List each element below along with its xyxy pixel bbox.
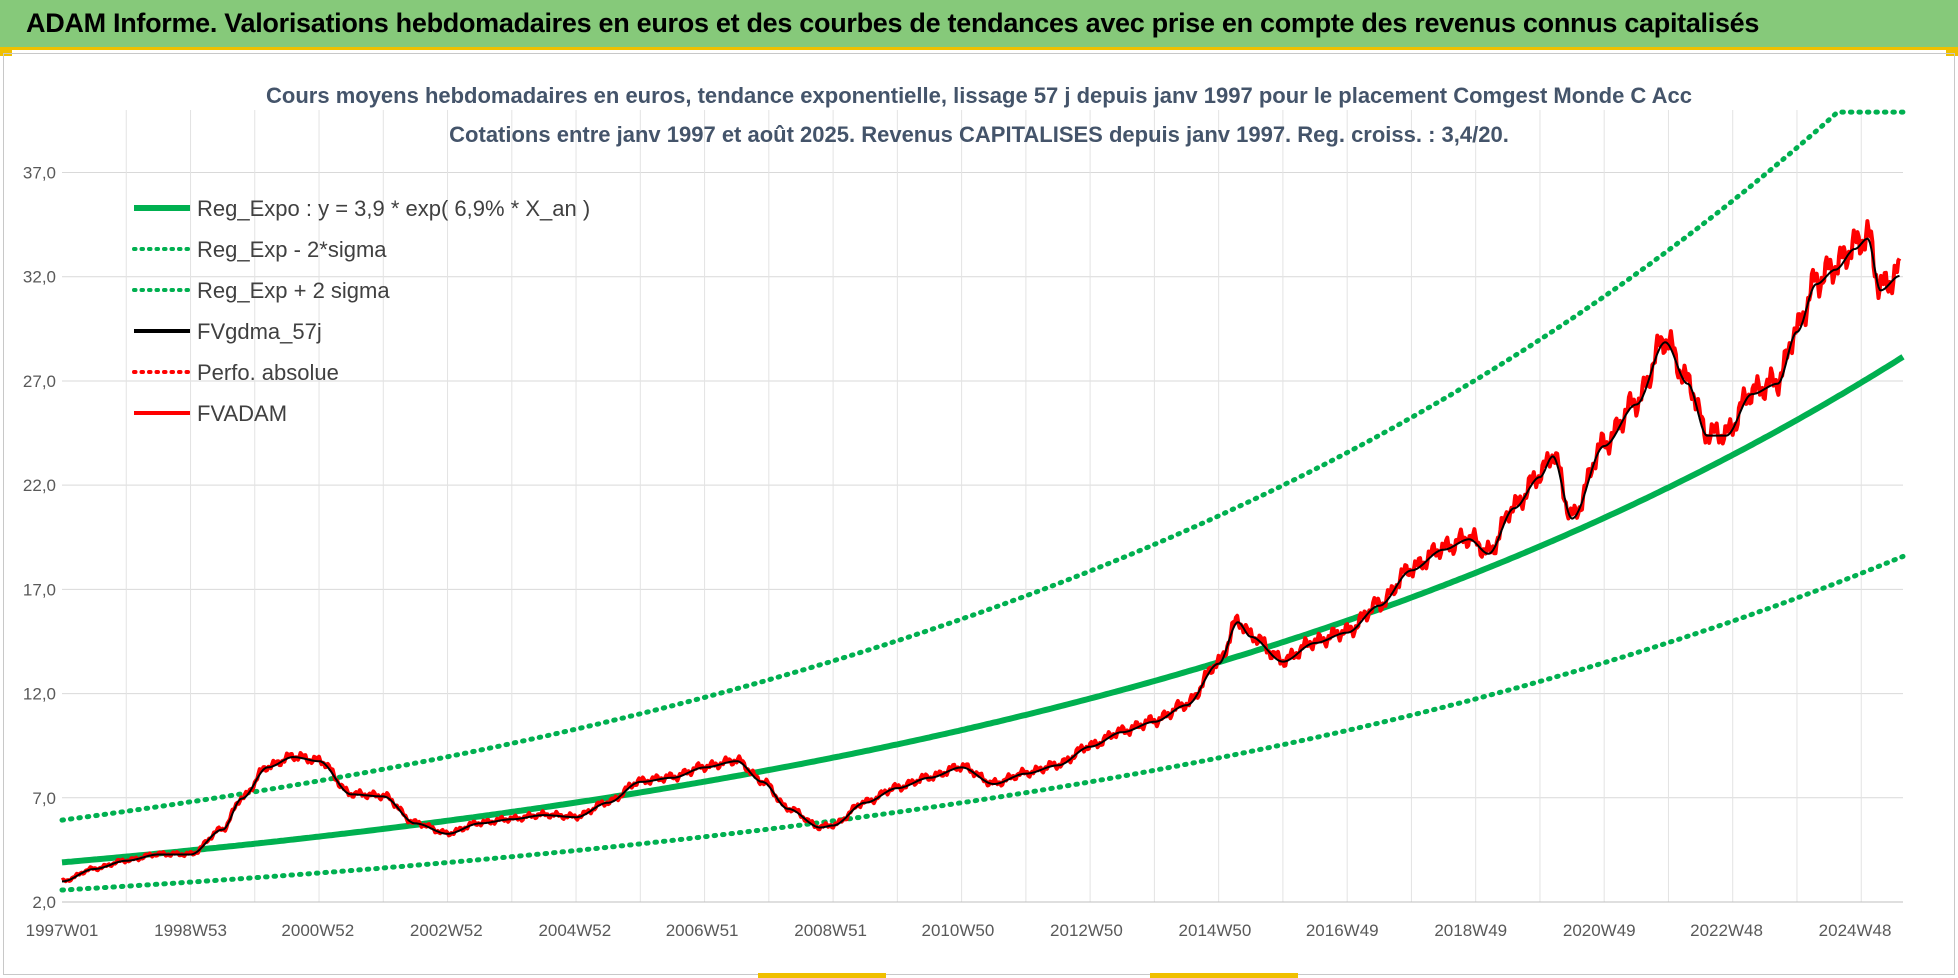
y-tick-label: 32,0 bbox=[23, 268, 56, 287]
y-tick-label: 7,0 bbox=[32, 789, 56, 808]
legend-label: Reg_Exp - 2*sigma bbox=[197, 237, 387, 262]
y-tick-label: 12,0 bbox=[23, 685, 56, 704]
x-tick-label: 2008W51 bbox=[794, 921, 867, 940]
x-tick-label: 2024W48 bbox=[1819, 921, 1892, 940]
y-tick-label: 2,0 bbox=[32, 893, 56, 912]
chart-title: Cours moyens hebdomadaires en euros, ten… bbox=[266, 83, 1692, 108]
x-tick-label: 2000W52 bbox=[281, 921, 354, 940]
x-tick-label: 2016W49 bbox=[1306, 921, 1379, 940]
header-title: ADAM Informe. Valorisations hebdomadaire… bbox=[26, 8, 1760, 38]
x-tick-label: 2002W52 bbox=[410, 921, 483, 940]
x-tick-label: 2020W49 bbox=[1563, 921, 1636, 940]
x-tick-label: 2010W50 bbox=[922, 921, 995, 940]
x-tick-label: 1998W53 bbox=[154, 921, 227, 940]
legend-label: FVgdma_57j bbox=[197, 319, 322, 344]
x-tick-label: 1997W01 bbox=[26, 921, 99, 940]
chart-legend: Reg_Expo : y = 3,9 * exp( 6,9% * X_an ) R… bbox=[132, 196, 590, 426]
y-tick-label: 27,0 bbox=[23, 372, 56, 391]
series-reg-expo bbox=[61, 354, 1905, 866]
x-tick-label: 2018W49 bbox=[1434, 921, 1507, 940]
x-tick-label: 2004W52 bbox=[538, 921, 611, 940]
bottom-accent-2 bbox=[1150, 973, 1298, 978]
x-axis: 1997W01 1998W53 2000W52 2002W52 2004W52 2006W… bbox=[26, 921, 1892, 940]
series-reg-plus-2sigma bbox=[59, 109, 1906, 823]
y-tick-label: 37,0 bbox=[23, 164, 56, 183]
x-tick-label: 2022W48 bbox=[1690, 921, 1763, 940]
y-tick-label: 22,0 bbox=[23, 476, 56, 495]
chart-series bbox=[59, 109, 1906, 893]
legend-label: Reg_Expo : y = 3,9 * exp( 6,9% * X_an ) bbox=[197, 196, 590, 221]
chart-frame bbox=[3, 53, 1955, 975]
header-bar: ADAM Informe. Valorisations hebdomadaire… bbox=[0, 0, 1958, 50]
chart-subtitle: Cotations entre janv 1997 et août 2025. … bbox=[449, 122, 1509, 147]
legend-label: Reg_Exp + 2 sigma bbox=[197, 278, 390, 303]
y-tick-label: 17,0 bbox=[23, 580, 56, 599]
y-axis: 2,0 7,0 12,0 17,0 22,0 27,0 32,0 37,0 bbox=[23, 164, 56, 912]
legend-label: FVADAM bbox=[197, 401, 287, 426]
series-reg-minus-2sigma bbox=[59, 553, 1906, 893]
legend-label: Perfo. absolue bbox=[197, 360, 339, 385]
series-fvgdma-57j bbox=[61, 237, 1900, 883]
x-tick-label: 2014W50 bbox=[1179, 921, 1252, 940]
bottom-accent-1 bbox=[758, 973, 886, 978]
x-tick-label: 2012W50 bbox=[1050, 921, 1123, 940]
x-tick-label: 2006W51 bbox=[666, 921, 739, 940]
